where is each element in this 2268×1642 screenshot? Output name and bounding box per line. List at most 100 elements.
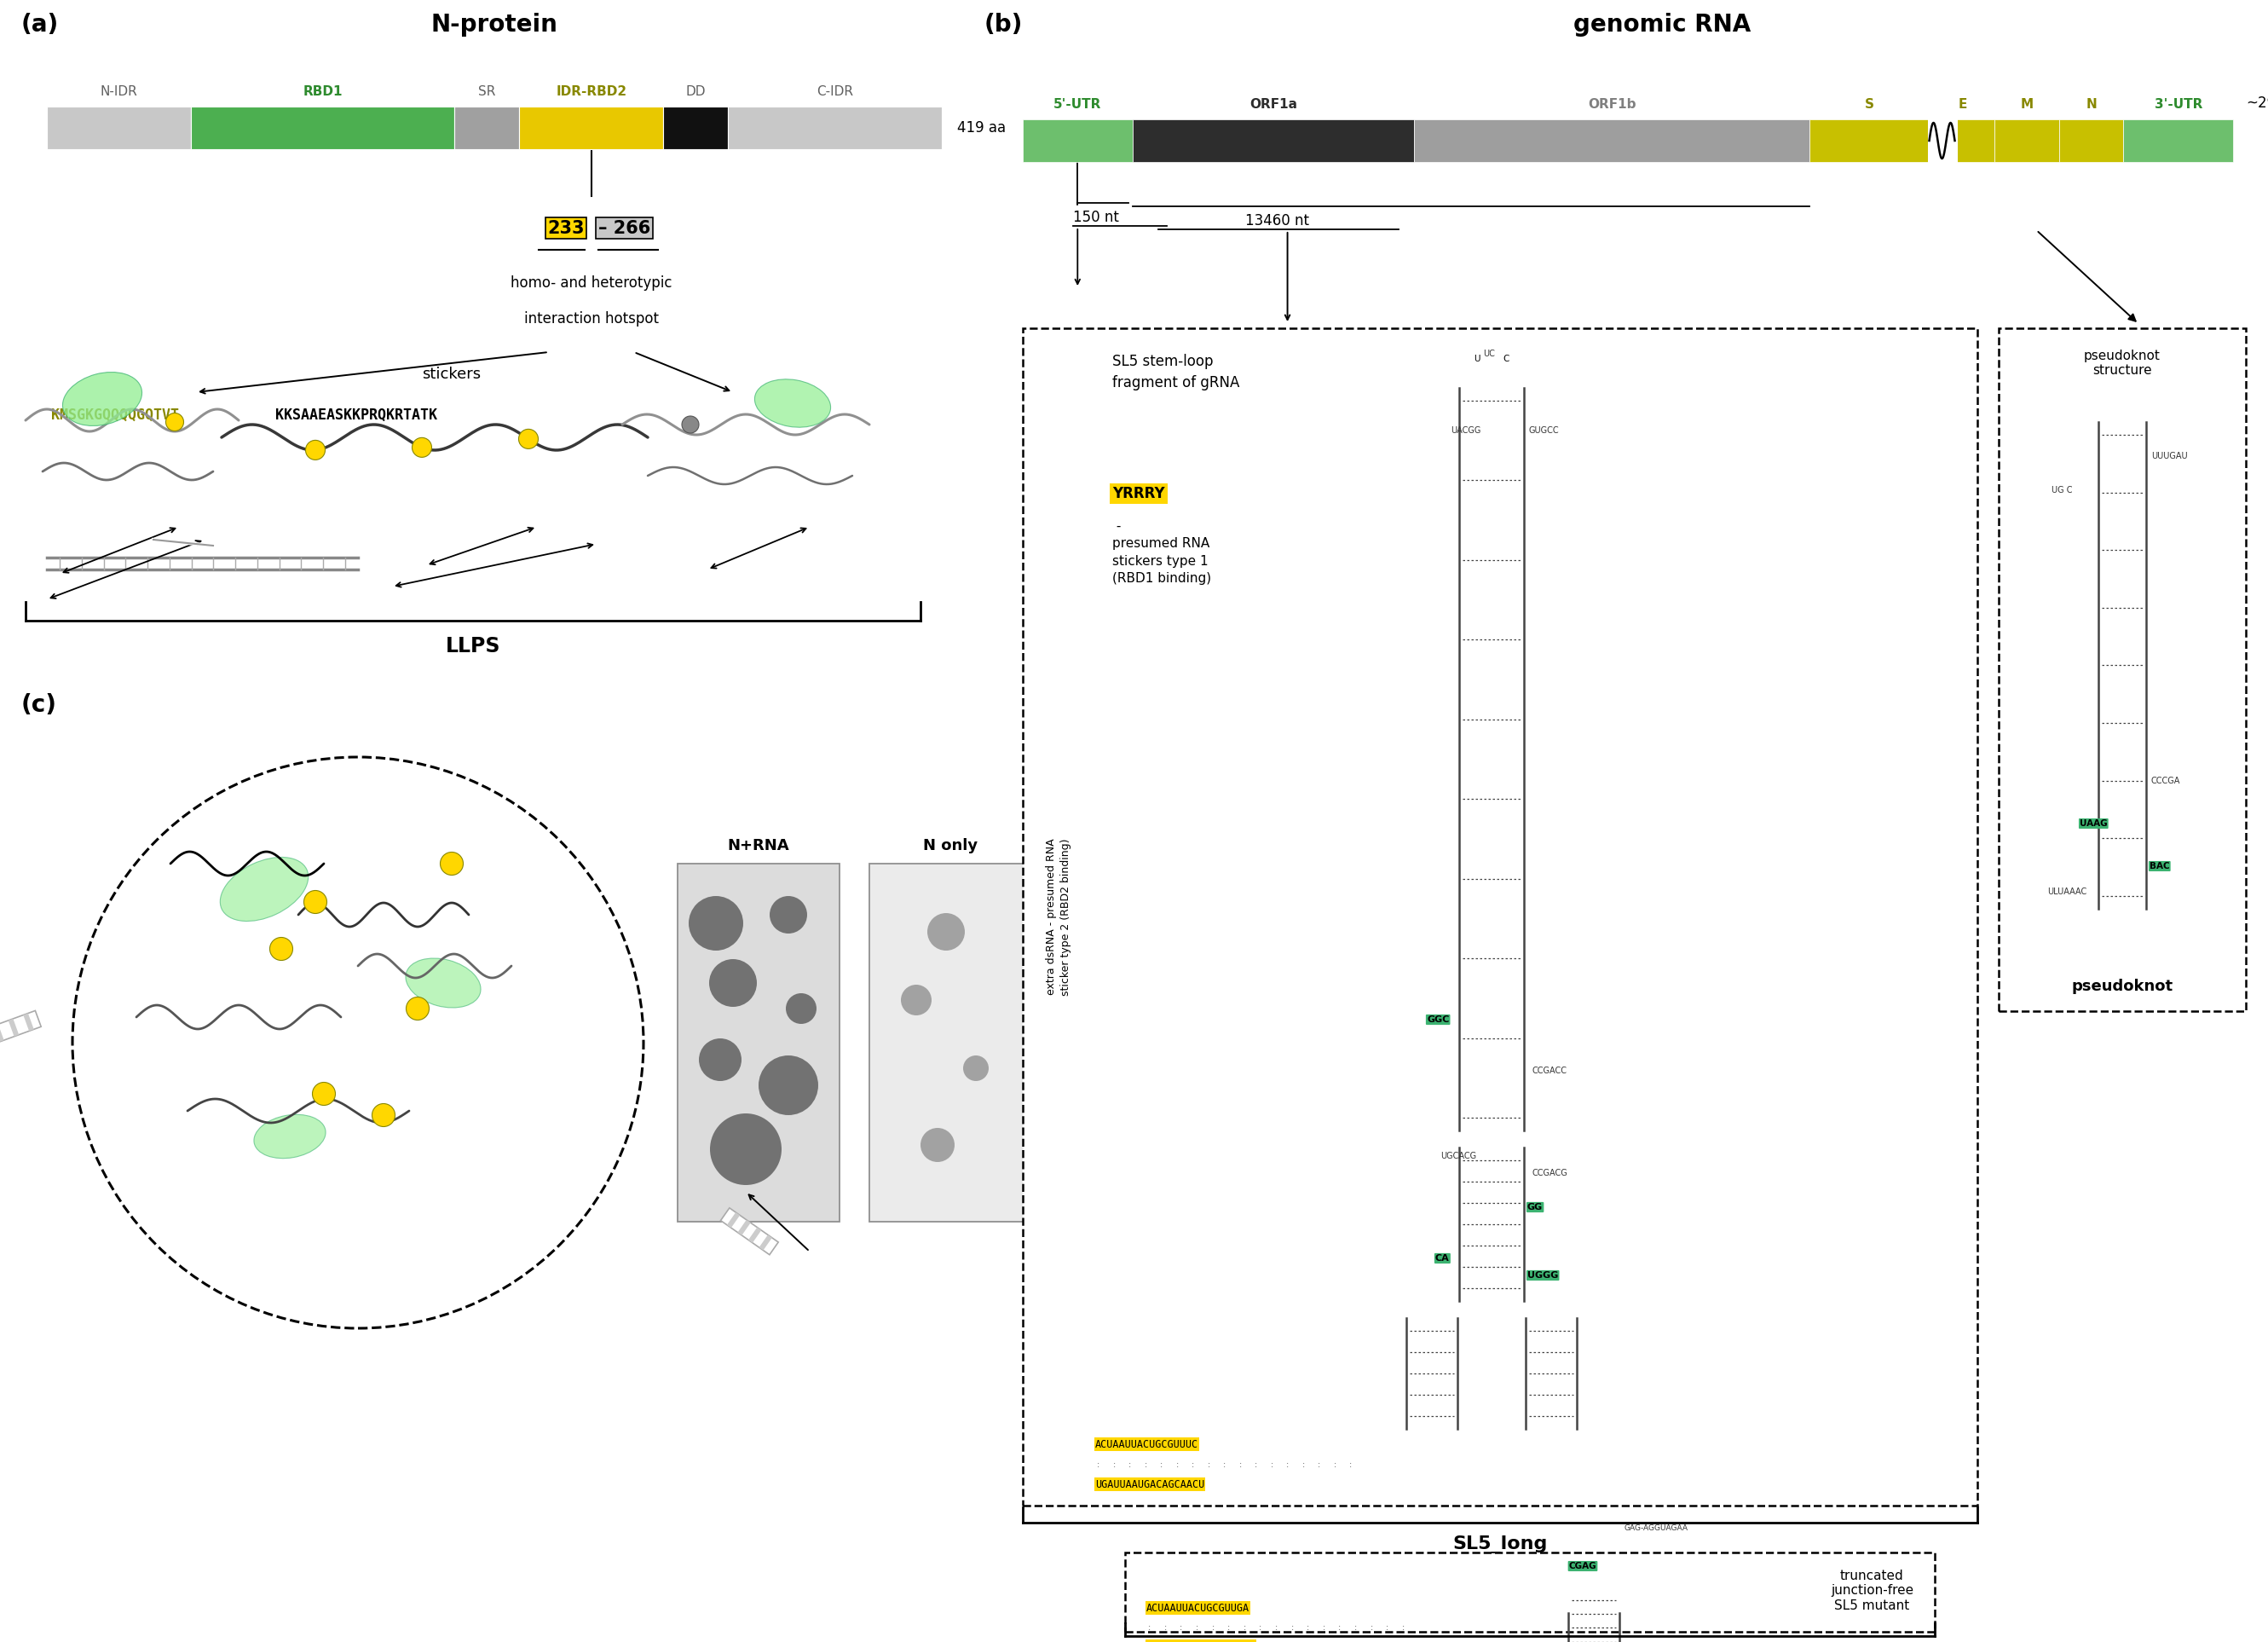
FancyBboxPatch shape [0,1011,41,1049]
FancyBboxPatch shape [9,1018,18,1036]
Text: :: : [1159,1460,1163,1468]
Text: KKSAAEASKKPRQKRTATK: KKSAAEASKKPRQKRTATK [274,407,438,424]
Text: UGGG: UGGG [1526,1271,1558,1279]
Text: :: : [1191,1460,1195,1468]
Text: truncated
junction-free
SL5 mutant: truncated junction-free SL5 mutant [1830,1570,1914,1612]
FancyBboxPatch shape [721,1209,778,1254]
Text: 150 nt: 150 nt [1073,210,1118,225]
FancyBboxPatch shape [1125,1552,1935,1632]
Bar [1810,120,1930,163]
Circle shape [166,414,184,430]
Text: S: S [1864,99,1873,110]
Text: ACUAAUUACUGCGUUUC: ACUAAUUACUGCGUUUC [1095,1438,1198,1450]
Circle shape [306,440,324,460]
Circle shape [964,1056,989,1080]
Text: C: C [1504,355,1508,363]
Text: :: : [1349,1460,1352,1468]
Text: SL5_long: SL5_long [1452,1535,1547,1553]
Text: :: : [1114,1460,1116,1468]
Text: (a): (a) [20,13,59,36]
Text: GG: GG [1526,1204,1542,1212]
Text: DD: DD [685,85,705,99]
Text: :: : [1259,1622,1261,1632]
Text: :: : [1338,1622,1340,1632]
Circle shape [785,993,816,1025]
Bar [1415,120,1810,163]
Text: GGC: GGC [1427,1015,1449,1025]
Text: :: : [1222,1460,1225,1468]
Bar [48,107,191,149]
Text: UACGG: UACGG [1452,427,1481,435]
Text: :: : [1302,1460,1304,1468]
Text: KMSGKGQQQQGQTVT: KMSGKGQQQQGQTVT [52,407,179,424]
Text: SL5 stem-loop
fragment of gRNA: SL5 stem-loop fragment of gRNA [1111,353,1241,391]
Text: :: : [1275,1622,1277,1632]
Text: 419 aa: 419 aa [957,120,1005,136]
Circle shape [406,997,429,1020]
Text: :: : [1098,1460,1100,1468]
Text: CCCGA: CCCGA [2152,777,2180,785]
Text: genomic RNA: genomic RNA [1574,13,1751,36]
Circle shape [689,897,744,951]
Text: CCGACC: CCGACC [1533,1067,1567,1076]
FancyBboxPatch shape [23,1013,34,1031]
Text: :: : [1290,1622,1293,1632]
FancyBboxPatch shape [728,1212,739,1228]
Bar [2123,120,2234,163]
Text: -
presumed RNA
stickers type 1
(RBD1 binding): - presumed RNA stickers type 1 (RBD1 bin… [1111,521,1211,585]
FancyBboxPatch shape [760,1235,771,1250]
Bar [1928,118,1957,164]
Ellipse shape [406,959,481,1008]
Text: C-IDR: C-IDR [816,85,853,99]
Text: extra dsRNA - presumed RNA
sticker type 2 (RBD2 binding): extra dsRNA - presumed RNA sticker type … [1046,839,1070,995]
FancyBboxPatch shape [1023,328,1978,1506]
Text: :: : [1318,1460,1320,1468]
Text: :: : [1148,1622,1150,1632]
Text: ORF1a: ORF1a [1250,99,1297,110]
Ellipse shape [755,379,830,427]
Circle shape [758,1056,819,1115]
Ellipse shape [254,1115,327,1158]
Text: :: : [1238,1460,1241,1468]
Bar [678,864,839,1222]
Bar [1023,120,1132,163]
Circle shape [699,1038,742,1080]
Text: :: : [1322,1622,1325,1632]
Circle shape [413,438,431,456]
Text: N only: N only [923,837,978,854]
Text: ORF1b: ORF1b [1588,99,1635,110]
FancyBboxPatch shape [737,1220,751,1235]
Text: :: : [1270,1460,1272,1468]
Text: 233: 233 [547,220,585,236]
Text: :: : [1306,1622,1309,1632]
Text: U: U [1474,355,1481,363]
Circle shape [928,913,964,951]
Bar [1132,120,1415,163]
Text: YRRRY: YRRRY [1111,486,1166,501]
Circle shape [372,1103,395,1126]
Text: :: : [1195,1622,1198,1632]
Text: LLPS: LLPS [445,635,501,657]
Circle shape [270,938,293,961]
Circle shape [304,890,327,913]
Text: :: : [1227,1622,1229,1632]
Text: :: : [1254,1460,1256,1468]
Text: GAG-AGGUAGAA: GAG-AGGUAGAA [1624,1524,1687,1532]
Text: :: : [1179,1622,1182,1632]
Text: :: : [1370,1622,1372,1632]
Text: (b): (b) [984,13,1023,36]
Text: 3'-UTR: 3'-UTR [2155,99,2202,110]
Text: BAC: BAC [2150,862,2170,870]
Text: UGAUUAAUGACAGCAACU: UGAUUAAUGACAGCAACU [1095,1479,1204,1489]
FancyBboxPatch shape [1998,328,2245,1011]
Text: 13460 nt: 13460 nt [1245,213,1309,228]
Text: (c): (c) [20,693,57,718]
Bar [869,864,1032,1222]
Bar [454,107,519,149]
Text: :: : [1163,1622,1166,1632]
Text: :: : [1207,1460,1211,1468]
Text: IDR-RBD2: IDR-RBD2 [556,85,626,99]
Text: CCGACG: CCGACG [1533,1169,1567,1177]
Text: UGCACG: UGCACG [1440,1151,1476,1161]
Circle shape [921,1128,955,1163]
